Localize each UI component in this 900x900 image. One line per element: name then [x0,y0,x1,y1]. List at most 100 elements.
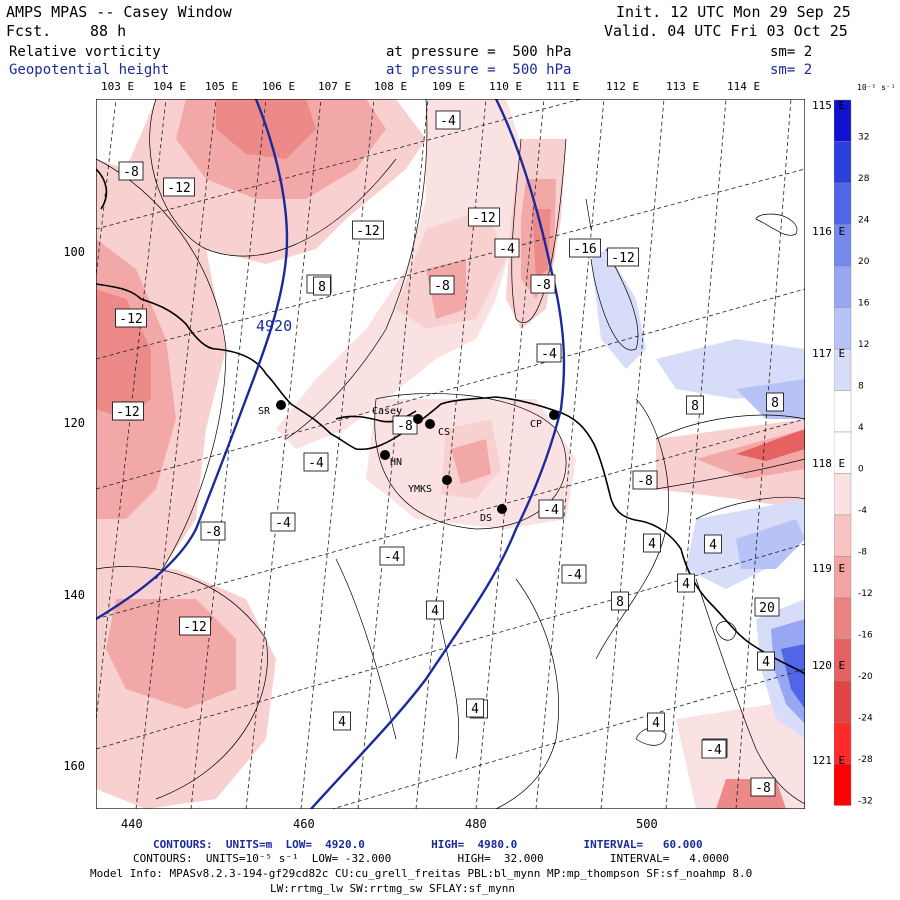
vorticity-label: -8 [205,525,221,540]
x-tick: 440 [121,817,143,831]
vorticity-label: -12 [472,211,495,226]
footer-vorticity-contours: CONTOURS: UNITS=10⁻⁵ s⁻¹ LOW= -32.000 HI… [133,852,730,865]
station-marker [497,504,507,514]
vorticity-label-box [112,401,144,421]
colorbar-label: -16 [858,631,873,641]
vorticity-label: 4 [431,604,439,619]
colorbar-label: -24 [858,714,873,724]
colorbar-label: -8 [858,548,867,558]
y-tick: 100 [63,245,85,259]
lon-label: 103 E [101,80,135,93]
station-label: YMKS [408,484,432,495]
x-tick: 500 [636,817,658,831]
field2-level: at pressure = 500 hPa [386,62,572,78]
colorbar-cell [834,473,852,516]
lon-label: 114 E [727,80,761,93]
lat-label: 117 E [812,347,846,360]
forecast-hour: 88 h [90,22,127,40]
vorticity-label-box [750,777,776,797]
y-tick: 120 [63,416,85,430]
colorbar-cell [834,182,852,225]
vorticity-label: -12 [116,405,139,420]
vorticity-label: -12 [119,312,142,327]
vorticity-label-box [611,591,629,611]
vorticity-label: 4 [648,537,656,552]
colorbar-label: 12 [858,340,869,350]
footer-height-contours: CONTOURS: UNITS=m LOW= 4920.0 HIGH= 4980… [153,838,703,851]
colorbar-cell [834,141,852,184]
station-marker [413,414,423,424]
station-label: CS [438,427,450,438]
lon-label: 108 E [374,80,408,93]
vorticity-label-box [677,573,695,593]
vorticity-label-box [561,564,587,584]
vorticity-label-box [313,276,331,296]
lon-label: 112 E [606,80,640,93]
vorticity-label-box [115,308,147,328]
vorticity-label-box [766,392,784,412]
vorticity-label-box [647,712,665,732]
x-tick: 480 [465,817,487,831]
station-marker [276,400,286,410]
colorbar-label: -4 [858,506,867,516]
colorbar-label: 16 [858,299,870,309]
vorticity-label: 8 [616,595,624,610]
vorticity-label: -12 [167,181,190,196]
vorticity-label: -4 [543,503,559,518]
colorbar-label: -28 [858,755,873,765]
lon-label: 110 E [489,80,523,93]
field1-smoothing: sm= 2 [770,44,813,60]
vorticity-label-box [352,220,384,240]
station-label: SR [258,406,271,417]
colorbar-label: -32 [858,797,873,807]
vorticity-label: 4 [652,716,660,731]
vorticity-label: -16 [573,242,596,257]
colorbar-label: -12 [858,589,873,599]
vorticity-label: 20 [759,601,775,616]
vorticity-label: -8 [755,781,771,796]
lon-label: 113 E [666,80,700,93]
vorticity-label: 4 [471,702,479,717]
vorticity-label-box [686,395,704,415]
vorticity-label: 4 [709,538,717,553]
field1-name: Relative vorticity [9,44,161,60]
station-marker [549,410,559,420]
vorticity-label-box [643,533,661,553]
vorticity-label: -4 [384,550,400,565]
vorticity-label: 8 [771,396,779,411]
vorticity-label-box [569,238,601,258]
lon-label: 104 E [153,80,187,93]
vorticity-label-box [632,470,658,490]
vorticity-label: -8 [397,419,413,434]
colorbar-label: 24 [858,216,870,226]
vorticity-label: 4 [338,715,346,730]
colorbar: 32 28 24 20 16 12 8 4 0 -4 -8 -12 -16 -20 -24 -28 -32 [834,99,873,807]
colorbar-cell [834,514,852,557]
footer-model-info: Model Info: MPASv8.2.3-194-gf29cd82c CU:… [90,867,753,880]
vorticity-label-box [379,546,405,566]
vorticity-label: -8 [637,474,653,489]
vorticity-label: -8 [434,279,450,294]
vorticity-contours [96,99,805,809]
vorticity-label: 4 [762,655,770,670]
colorbar-cell [834,763,852,806]
vorticity-label: -8 [123,165,139,180]
vorticity-label-box [303,452,329,472]
vorticity-label: 4 [682,577,690,592]
vorticity-map: 4920 -4 -8 -12 -12 -12 -4 -4 -8 -8 -12 -16 -12 8 -4 4 8… [96,99,805,809]
coastline [96,283,805,675]
colorbar-label: 8 [858,382,864,392]
colorbar-label: 20 [858,257,870,267]
height-label: 4920 [256,317,292,335]
vorticity-label-box [429,275,455,295]
positive-vorticity-shading [591,249,805,739]
colorbar-label: 4 [858,423,864,433]
field1-level: at pressure = 500 hPa [386,44,572,60]
station-label: HN [390,457,402,468]
vorticity-label-box [536,343,562,363]
vorticity-label-box [704,534,722,554]
lon-label: 105 E [205,80,239,93]
vorticity-label: -12 [611,251,634,266]
field2-smoothing: sm= 2 [770,62,813,78]
lon-label: 107 E [318,80,352,93]
